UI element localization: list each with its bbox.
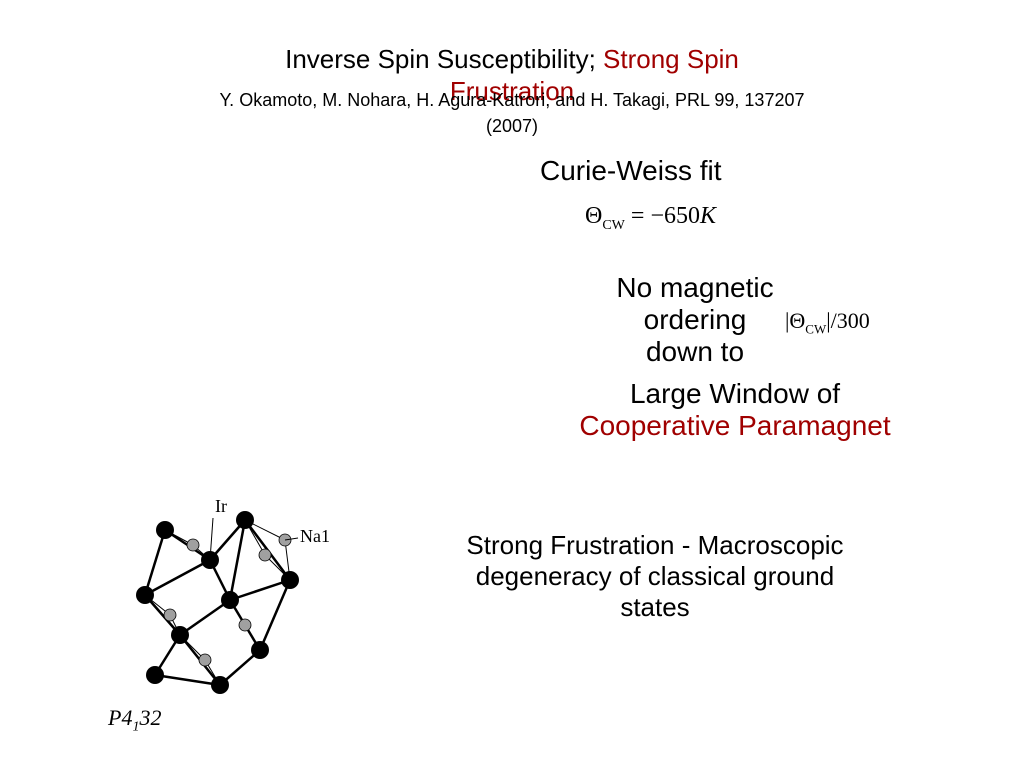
no-ordering-l3: down to — [580, 336, 810, 368]
no-ordering-l2: ordering — [580, 304, 810, 336]
degeneracy-l2: degeneracy of classical ground — [415, 561, 895, 592]
title-part-red1: Strong Spin — [603, 44, 739, 74]
coop-l1: Large Window of — [550, 378, 920, 410]
degeneracy-l1: Strong Frustration - Macroscopic — [415, 530, 895, 561]
citation-line1: Y. Okamoto, M. Nohara, H. Agura-Katrori,… — [0, 90, 1024, 111]
degeneracy-block: Strong Frustration - Macroscopic degener… — [415, 530, 895, 624]
svg-text:Na1: Na1 — [300, 526, 330, 546]
coop-l2: Cooperative Paramagnet — [550, 410, 920, 442]
sg-main: 4 — [121, 705, 132, 730]
no-ordering-l1: No magnetic — [580, 272, 810, 304]
citation-line2: (2007) — [0, 116, 1024, 137]
no-ordering-block: No magnetic ordering down to — [580, 272, 810, 369]
theta-over-300: |ΘCW|/300 — [785, 308, 870, 337]
coop-block: Large Window of Cooperative Paramagnet — [550, 378, 920, 442]
curie-weiss-heading: Curie-Weiss fit — [540, 155, 722, 187]
curie-weiss-formula: ΘCW = −650K — [585, 203, 716, 234]
svg-text:Ir: Ir — [215, 500, 227, 516]
crystal-svg: Na1 Ir — [115, 500, 375, 700]
crystal-structure-diagram: Na1 Ir — [115, 500, 375, 730]
degeneracy-l3: states — [415, 592, 895, 623]
spacegroup-label: P4132 — [108, 705, 161, 735]
sg-rest: 32 — [139, 705, 161, 730]
slide-title-line1: Inverse Spin Susceptibility; Strong Spin — [0, 44, 1024, 75]
sg-prefix: P — [108, 705, 121, 730]
title-part-black: Inverse Spin Susceptibility; — [285, 44, 603, 74]
